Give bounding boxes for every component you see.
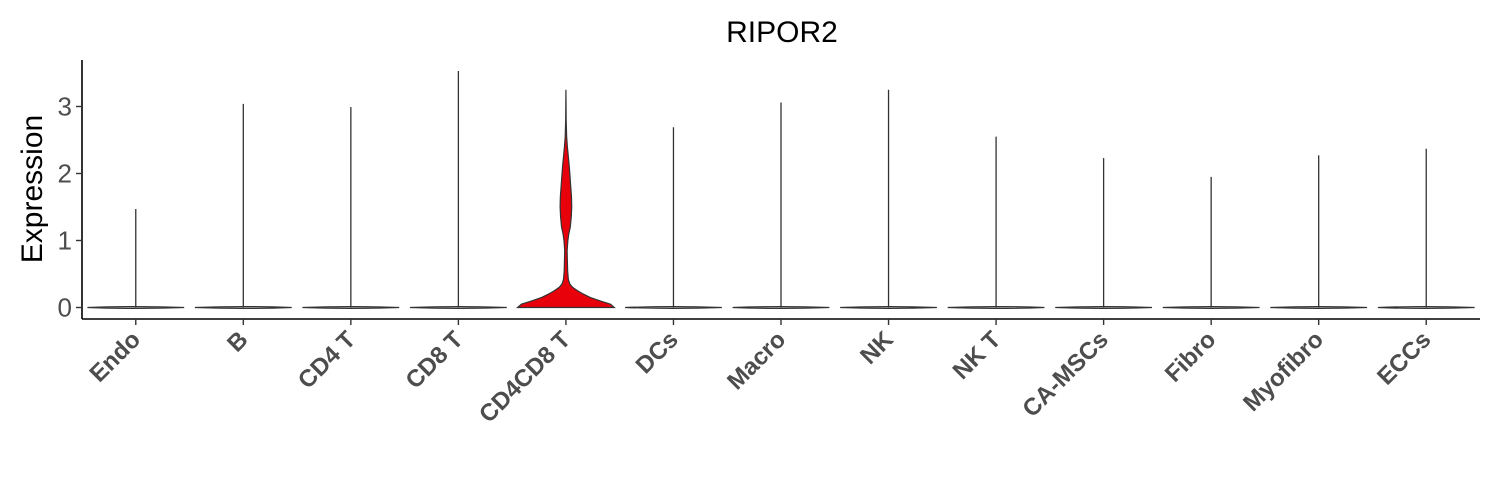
violin-cd8-t [409,70,507,309]
violin-b [194,103,292,309]
x-tick-label: CD4 T [293,326,361,394]
violin-myofibro [1270,155,1368,309]
violin-dcs [625,127,722,309]
y-tick-label: 1 [58,226,72,256]
x-tick-label: Fibro [1160,326,1222,388]
y-axis-label: Expression [16,115,49,263]
y-axis: 0 1 2 3 [58,60,83,323]
violin-ca-mscs [1055,158,1153,309]
x-tick-label: NK [855,326,899,370]
y-tick-label: 0 [58,293,72,323]
violin-macro [732,102,830,309]
x-tick-label: Myofibro [1238,326,1329,417]
violin-cd4-t [302,107,400,309]
x-axis: Endo B CD4 T CD8 T CD4CD8 T DCs Macro NK NK T CA-… [82,318,1480,428]
violins [87,70,1475,309]
x-tick-label: Macro [722,326,791,395]
x-tick-label: CD4CD8 T [474,326,576,428]
violin-cd4cd8-t [515,89,616,309]
x-tick-label: NK T [948,326,1007,385]
y-tick-label: 2 [58,159,72,189]
y-tick-label: 3 [58,92,72,122]
violin-endo [87,209,185,309]
x-tick-label: ECCs [1372,326,1436,390]
violin-eccs [1377,148,1475,309]
x-tick-label: CD8 T [401,326,469,394]
violin-nk [840,89,937,309]
violin-fibro [1162,176,1260,309]
x-tick-label: Endo [84,326,146,388]
x-tick-label: CA-MSCs [1017,326,1113,422]
x-tick-label: B [222,326,253,357]
violin-body [515,89,616,309]
x-tick-label: DCs [631,326,684,379]
chart-title: RIPOR2 [726,16,838,49]
violin-nk-t [947,136,1045,309]
